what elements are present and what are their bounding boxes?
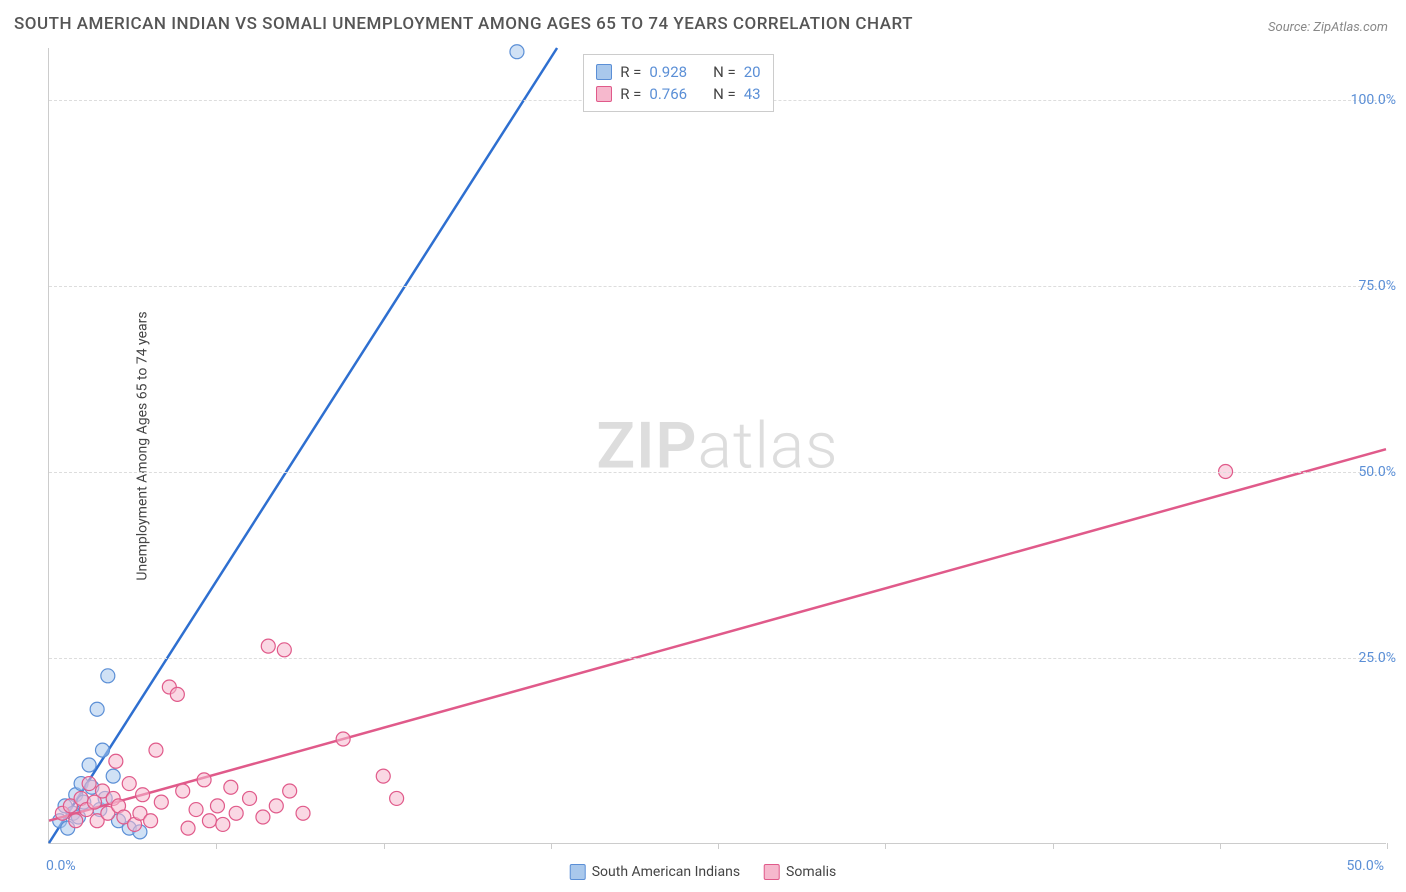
x-tick-mark xyxy=(384,843,385,849)
data-point xyxy=(261,639,275,653)
x-tick-mark xyxy=(885,843,886,849)
legend-swatch xyxy=(596,64,612,80)
data-point xyxy=(154,795,168,809)
data-point xyxy=(510,45,524,59)
y-tick-label: 50.0% xyxy=(1358,464,1396,480)
legend-R-value: 0.766 xyxy=(649,85,687,103)
data-point xyxy=(149,743,163,757)
data-point xyxy=(176,784,190,798)
legend-swatch xyxy=(570,864,586,880)
data-point xyxy=(202,814,216,828)
data-point xyxy=(189,803,203,817)
y-tick-label: 100.0% xyxy=(1351,92,1396,108)
plot-svg xyxy=(49,48,1386,843)
chart-title: SOUTH AMERICAN INDIAN VS SOMALI UNEMPLOY… xyxy=(14,14,913,34)
legend-R-label: R = xyxy=(620,85,641,103)
legend-N-value: 43 xyxy=(744,85,761,103)
data-point xyxy=(336,732,350,746)
gridline-horizontal xyxy=(49,472,1386,473)
legend-bottom: South American Indians Somalis xyxy=(570,864,837,880)
x-tick-mark xyxy=(1220,843,1221,849)
gridline-horizontal xyxy=(49,286,1386,287)
x-tick-mark xyxy=(1387,843,1388,849)
data-point xyxy=(82,758,96,772)
x-tick-mark xyxy=(1053,843,1054,849)
legend-R-label: R = xyxy=(620,63,641,81)
data-point xyxy=(216,817,230,831)
source-attribution: Source: ZipAtlas.com xyxy=(1268,20,1388,35)
y-tick-label: 25.0% xyxy=(1358,650,1396,666)
data-point xyxy=(122,777,136,791)
legend-N-value: 20 xyxy=(744,63,761,81)
legend-N-label: N = xyxy=(713,63,736,81)
x-tick-mark xyxy=(718,843,719,849)
data-point xyxy=(376,769,390,783)
data-point xyxy=(243,791,257,805)
data-point xyxy=(136,788,150,802)
data-point xyxy=(256,810,270,824)
x-axis-end-label: 50.0% xyxy=(1346,858,1384,874)
legend-stats-box: R = 0.928 N = 20 R = 0.766 N = 43 xyxy=(583,54,773,112)
legend-stats-row: R = 0.766 N = 43 xyxy=(596,83,760,105)
data-point xyxy=(229,806,243,820)
data-point xyxy=(144,814,158,828)
data-point xyxy=(90,702,104,716)
plot-area: ZIPatlas xyxy=(48,48,1386,844)
data-point xyxy=(224,780,238,794)
data-point xyxy=(277,643,291,657)
gridline-horizontal xyxy=(49,658,1386,659)
data-point xyxy=(390,791,404,805)
x-tick-mark xyxy=(216,843,217,849)
legend-swatch xyxy=(764,864,780,880)
x-axis-origin-label: 0.0% xyxy=(46,858,76,874)
data-point xyxy=(283,784,297,798)
legend-N-label: N = xyxy=(713,85,736,103)
data-point xyxy=(109,754,123,768)
data-point xyxy=(296,806,310,820)
legend-R-value: 0.928 xyxy=(649,63,687,81)
legend-swatch xyxy=(596,86,612,102)
legend-item-label: South American Indians xyxy=(592,864,740,880)
legend-item: Somalis xyxy=(764,864,836,880)
trend-line xyxy=(49,48,557,843)
legend-stats-row: R = 0.928 N = 20 xyxy=(596,61,760,83)
data-point xyxy=(69,814,83,828)
legend-item: South American Indians xyxy=(570,864,740,880)
legend-item-label: Somalis xyxy=(786,864,836,880)
data-point xyxy=(106,769,120,783)
data-point xyxy=(95,743,109,757)
x-tick-mark xyxy=(551,843,552,849)
data-point xyxy=(170,687,184,701)
data-point xyxy=(82,777,96,791)
data-point xyxy=(210,799,224,813)
data-point xyxy=(197,773,211,787)
data-point xyxy=(181,821,195,835)
trend-line xyxy=(49,449,1386,820)
data-point xyxy=(101,669,115,683)
data-point xyxy=(269,799,283,813)
y-tick-label: 75.0% xyxy=(1358,278,1396,294)
